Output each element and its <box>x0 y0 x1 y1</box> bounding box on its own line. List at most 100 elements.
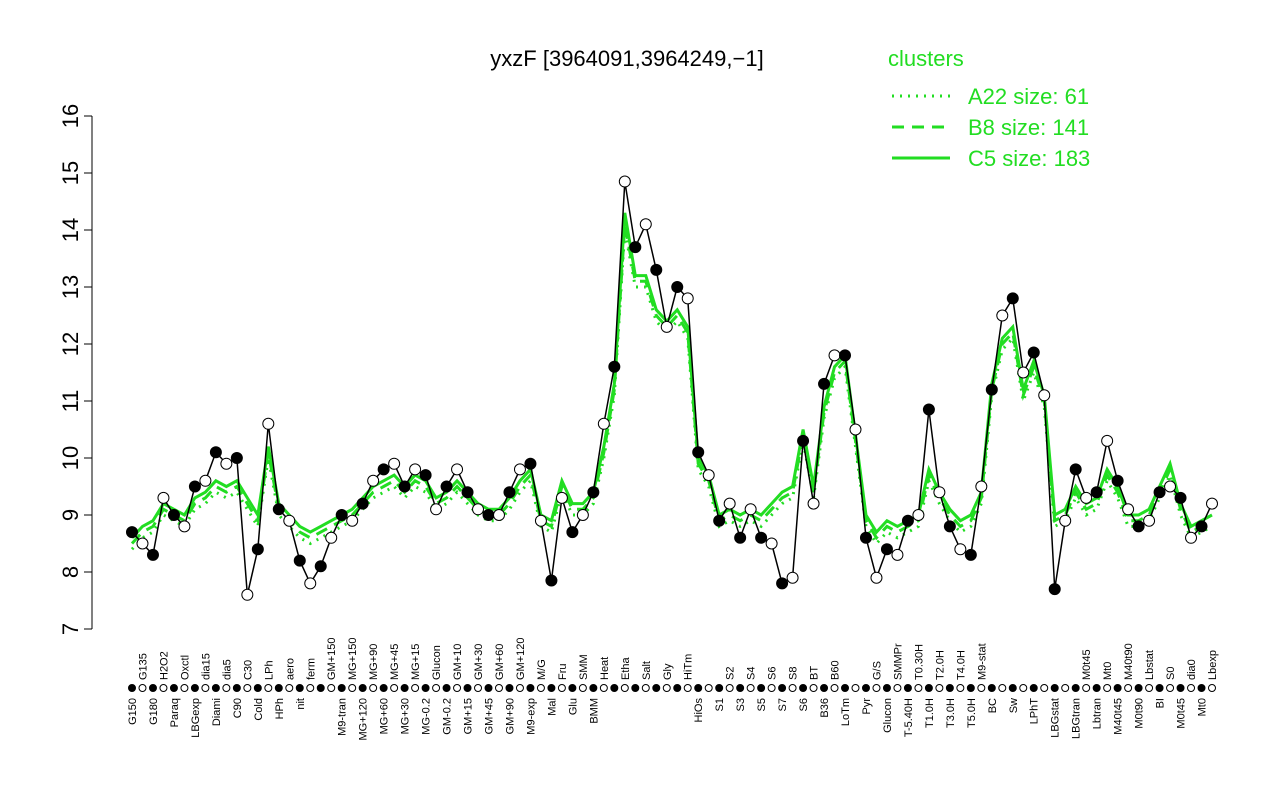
x-tick-dot <box>767 684 776 692</box>
point <box>996 309 1009 322</box>
x-tick-label: Cold <box>253 698 265 721</box>
x-tick-dot <box>201 684 210 692</box>
x-tick-dot <box>453 684 462 692</box>
x-tick-label: S0 <box>1165 667 1177 680</box>
x-tick-dot <box>631 684 640 692</box>
point <box>1195 520 1208 533</box>
x-tick-label: GM-0.2 <box>442 698 454 735</box>
x-tick-dot <box>578 684 587 692</box>
point <box>388 457 401 470</box>
x-tick-dot <box>1134 684 1143 692</box>
x-tick-dot <box>379 684 388 692</box>
point <box>1059 514 1072 527</box>
legend-title: clusters <box>888 46 964 71</box>
point <box>126 526 138 539</box>
x-tick-label: dia0 <box>1186 659 1198 680</box>
point <box>891 548 904 561</box>
x-tick-label: T4.0H <box>955 650 967 680</box>
x-tick-dot <box>1071 684 1080 692</box>
x-tick-label: SMMPr <box>892 643 904 680</box>
point <box>1069 463 1082 476</box>
point <box>880 543 893 556</box>
x-tick-label: S8 <box>788 667 800 680</box>
x-tick-label: T3.0H <box>945 698 957 728</box>
x-tick-dot <box>505 684 514 692</box>
chart-title: yxzF [3964091,3964249,−1] <box>490 46 763 71</box>
point <box>199 474 212 487</box>
x-tick-label: S4 <box>746 667 758 680</box>
point <box>1206 497 1218 510</box>
x-tick-dot <box>694 684 703 692</box>
point <box>440 480 453 493</box>
x-tick-dot <box>547 684 556 692</box>
point <box>943 520 956 533</box>
point <box>1006 292 1019 305</box>
x-tick-label: S1 <box>714 698 726 711</box>
point <box>513 463 526 476</box>
x-tick-dot <box>935 684 944 692</box>
x-tick-dot <box>725 684 734 692</box>
y-tick-label: 8 <box>58 566 83 578</box>
x-tick-dot <box>1155 684 1164 692</box>
point <box>451 463 464 476</box>
point <box>870 571 883 584</box>
x-tick-label: T0.30H <box>913 644 925 680</box>
x-tick-label: LPhT <box>1029 698 1041 725</box>
point <box>1090 486 1103 499</box>
point <box>262 417 275 430</box>
legend-label: B8 size: 141 <box>968 115 1089 140</box>
x-tick-dot <box>924 684 933 692</box>
x-tick-dot <box>998 684 1007 692</box>
x-tick-dot <box>1050 684 1059 692</box>
point <box>283 514 296 527</box>
point <box>713 514 726 527</box>
x-tick-dot <box>232 684 241 692</box>
point <box>356 497 369 510</box>
x-tick-dot <box>1103 684 1112 692</box>
x-tick-dot <box>861 684 870 692</box>
point <box>545 574 558 587</box>
x-tick-dot <box>956 684 965 692</box>
point <box>650 263 663 276</box>
point <box>1174 491 1187 504</box>
x-tick-dot <box>1113 684 1122 692</box>
x-tick-label: G/S <box>871 661 883 680</box>
x-tick-label: C30 <box>242 660 254 680</box>
x-tick-dot <box>1008 684 1017 692</box>
point <box>241 588 254 601</box>
x-tick-dot <box>893 684 902 692</box>
x-tick-dot <box>484 684 493 692</box>
x-tick-label: S5 <box>756 698 768 711</box>
point <box>314 560 327 573</box>
x-tick-dot <box>809 684 818 692</box>
x-tick-label: BT <box>809 666 821 680</box>
x-tick-dot <box>243 684 252 692</box>
point <box>1048 583 1061 596</box>
x-tick-label: SMM <box>578 654 590 680</box>
x-tick-label: Gly <box>662 663 674 680</box>
x-tick-dot <box>788 684 797 692</box>
point <box>178 520 191 533</box>
point <box>1185 531 1198 544</box>
point <box>482 509 495 521</box>
x-tick-label: dia15 <box>200 653 212 680</box>
point <box>755 531 768 544</box>
x-tick-dot <box>704 684 713 692</box>
x-tick-label: T1.0H <box>924 698 936 728</box>
point <box>744 503 757 516</box>
x-tick-dot <box>1197 684 1206 692</box>
x-tick-label: S3 <box>735 698 747 711</box>
x-tick-label: H2O2 <box>158 651 170 680</box>
x-tick-dot <box>1124 684 1133 692</box>
x-tick-label: M0t45 <box>1081 649 1093 680</box>
x-tick-dot <box>327 684 336 692</box>
point <box>933 486 946 499</box>
x-tick-label: Glucon <box>882 698 894 733</box>
x-tick-dot <box>190 684 199 692</box>
point <box>985 383 998 396</box>
x-tick-dot <box>474 684 483 692</box>
point <box>346 514 359 527</box>
x-tick-label: S6 <box>767 667 779 680</box>
x-tick-label: MG+60 <box>379 698 391 734</box>
point <box>430 503 443 516</box>
